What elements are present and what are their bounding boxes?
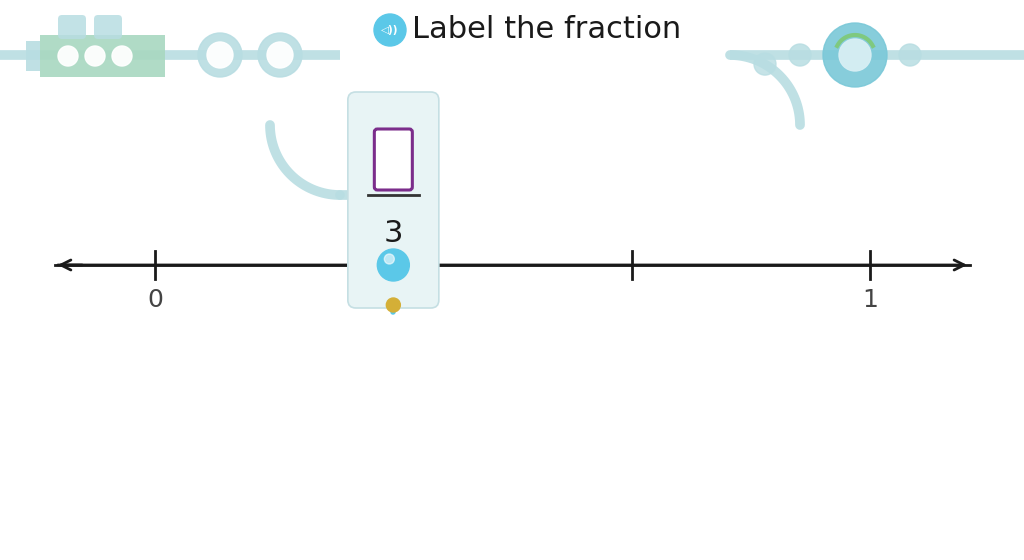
FancyBboxPatch shape xyxy=(375,129,413,190)
Circle shape xyxy=(899,44,921,66)
Text: ◁)): ◁)) xyxy=(381,25,398,35)
Circle shape xyxy=(790,44,811,66)
Circle shape xyxy=(58,46,78,66)
Text: 0: 0 xyxy=(147,288,163,312)
FancyBboxPatch shape xyxy=(26,41,40,71)
Circle shape xyxy=(112,46,132,66)
FancyBboxPatch shape xyxy=(348,92,439,308)
FancyBboxPatch shape xyxy=(58,15,86,39)
FancyBboxPatch shape xyxy=(94,15,122,39)
Circle shape xyxy=(823,23,887,87)
Circle shape xyxy=(754,53,776,75)
Circle shape xyxy=(377,249,410,281)
Text: 1: 1 xyxy=(862,288,878,312)
FancyBboxPatch shape xyxy=(40,35,165,77)
Circle shape xyxy=(374,14,406,46)
Circle shape xyxy=(198,33,242,77)
Circle shape xyxy=(384,254,394,264)
Circle shape xyxy=(267,42,293,68)
Circle shape xyxy=(839,39,871,71)
Circle shape xyxy=(207,42,233,68)
Circle shape xyxy=(258,33,302,77)
Circle shape xyxy=(386,298,400,312)
Text: 3: 3 xyxy=(384,218,403,248)
Circle shape xyxy=(85,46,105,66)
Text: Label the fraction: Label the fraction xyxy=(412,16,681,44)
